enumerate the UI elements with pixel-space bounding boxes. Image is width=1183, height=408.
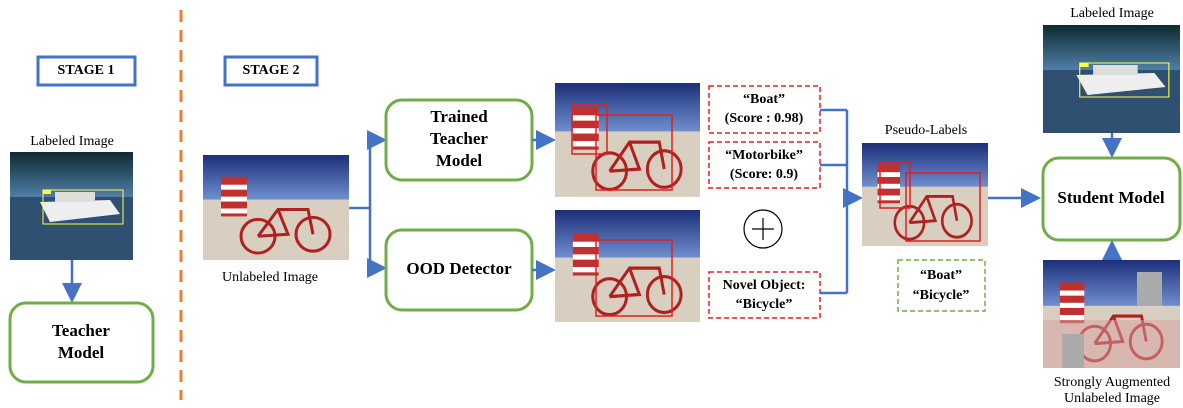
box-label: Teacher bbox=[430, 129, 488, 148]
prediction: (Score: 0.9) bbox=[730, 167, 798, 182]
cutout bbox=[1062, 334, 1084, 368]
caption: Labeled Image bbox=[1070, 6, 1154, 21]
image bbox=[555, 83, 700, 197]
prediction: “Boat” bbox=[743, 92, 785, 107]
teacher-box bbox=[8, 301, 155, 384]
plus-sign bbox=[752, 218, 774, 240]
bbox bbox=[905, 172, 981, 242]
pseudo-label: “Bicycle” bbox=[913, 288, 970, 303]
image bbox=[10, 152, 133, 260]
caption: Unlabeled Image bbox=[1064, 391, 1160, 406]
stage2-label: STAGE 2 bbox=[243, 63, 300, 78]
connector bbox=[820, 108, 849, 295]
pseudo-label: “Boat” bbox=[920, 268, 962, 283]
box-label: Teacher bbox=[52, 321, 110, 340]
stage1-box bbox=[36, 55, 137, 87]
box-label: Student Model bbox=[1057, 188, 1164, 207]
stage1-label: STAGE 1 bbox=[58, 63, 115, 78]
bbox bbox=[879, 161, 911, 209]
box-label: Model bbox=[436, 151, 483, 170]
box-label: Trained bbox=[430, 107, 488, 126]
connector bbox=[349, 140, 372, 268]
image bbox=[555, 210, 700, 322]
caption: Pseudo-Labels bbox=[885, 123, 967, 138]
image bbox=[862, 143, 988, 246]
bbox bbox=[571, 103, 608, 155]
pseudo-label-box bbox=[897, 259, 986, 312]
box-label: Model bbox=[58, 343, 105, 362]
box-label: OOD Detector bbox=[406, 259, 512, 278]
prediction: “Motorbike” bbox=[725, 148, 803, 163]
prediction-box bbox=[708, 85, 821, 134]
prediction: Novel Object: bbox=[723, 278, 806, 293]
bbox bbox=[595, 114, 673, 191]
image bbox=[203, 155, 349, 260]
prediction: (Score : 0.98) bbox=[725, 111, 804, 126]
cutout bbox=[1137, 272, 1162, 306]
caption: Strongly Augmented bbox=[1054, 375, 1170, 390]
stage2-box bbox=[223, 55, 319, 87]
prediction-box bbox=[708, 141, 821, 189]
prediction-box bbox=[708, 271, 821, 319]
prediction: “Bicycle” bbox=[736, 297, 793, 312]
bbox bbox=[595, 239, 673, 317]
caption: Unlabeled Image bbox=[222, 270, 318, 285]
image bbox=[1043, 25, 1180, 133]
caption: Labeled Image bbox=[30, 134, 114, 149]
